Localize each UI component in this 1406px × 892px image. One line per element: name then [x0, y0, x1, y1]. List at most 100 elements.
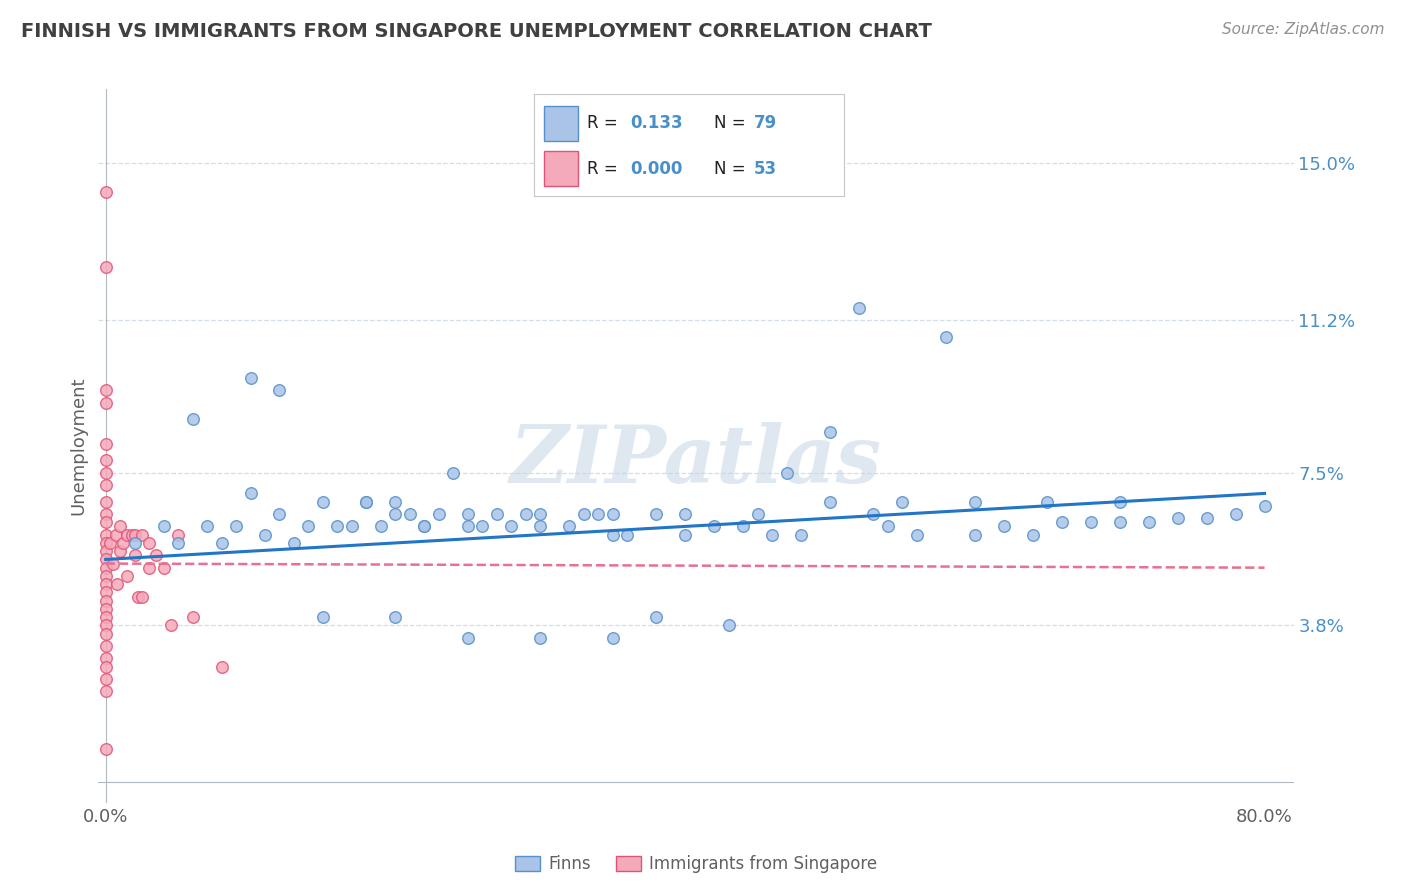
Point	[94, 672, 117, 686]
Point	[761, 527, 783, 541]
Point	[94, 742, 117, 756]
Point	[413, 519, 436, 533]
Point	[181, 610, 204, 624]
Point	[124, 527, 146, 541]
Point	[1253, 499, 1275, 513]
Point	[98, 536, 121, 550]
Point	[457, 507, 479, 521]
Point	[384, 507, 406, 521]
Point	[457, 519, 479, 533]
Point	[1108, 516, 1130, 530]
Point	[94, 684, 117, 698]
Point	[121, 527, 143, 541]
Point	[94, 507, 117, 521]
Point	[94, 478, 117, 492]
Point	[457, 631, 479, 645]
Point	[167, 536, 190, 550]
Point	[127, 590, 149, 604]
Point	[602, 507, 624, 521]
Point	[1050, 516, 1073, 530]
Point	[94, 577, 117, 591]
Y-axis label: Unemployment: Unemployment	[69, 376, 87, 516]
Point	[673, 507, 696, 521]
Point	[94, 602, 117, 616]
Point	[124, 536, 146, 550]
Point	[94, 593, 117, 607]
Point	[269, 384, 291, 398]
Point	[211, 536, 233, 550]
Point	[905, 527, 928, 541]
Point	[94, 466, 117, 480]
Point	[1167, 511, 1189, 525]
Point	[515, 507, 537, 521]
Point	[94, 494, 117, 508]
Point	[152, 519, 174, 533]
Point	[1036, 494, 1059, 508]
Point	[572, 507, 595, 521]
Point	[312, 610, 335, 624]
Point	[384, 494, 406, 508]
Point	[862, 507, 884, 521]
FancyBboxPatch shape	[544, 151, 578, 186]
Point	[529, 519, 551, 533]
Point	[94, 544, 117, 558]
Point	[529, 507, 551, 521]
Point	[717, 618, 740, 632]
Point	[94, 659, 117, 673]
Point	[326, 519, 349, 533]
Point	[616, 527, 638, 541]
Point	[253, 527, 276, 541]
Text: FINNISH VS IMMIGRANTS FROM SINGAPORE UNEMPLOYMENT CORRELATION CHART: FINNISH VS IMMIGRANTS FROM SINGAPORE UNE…	[21, 22, 932, 41]
Point	[152, 560, 174, 574]
Point	[94, 585, 117, 599]
Point	[485, 507, 508, 521]
Point	[160, 618, 183, 632]
Point	[963, 494, 986, 508]
Point	[356, 494, 378, 508]
Point	[818, 425, 841, 439]
Point	[94, 384, 117, 398]
Point	[94, 536, 117, 550]
Point	[1108, 494, 1130, 508]
Point	[312, 494, 335, 508]
Point	[269, 507, 291, 521]
Text: N =: N =	[714, 160, 751, 178]
Point	[108, 544, 131, 558]
Point	[1225, 507, 1247, 521]
FancyBboxPatch shape	[544, 106, 578, 141]
Point	[340, 519, 363, 533]
Point	[94, 186, 117, 200]
Point	[94, 651, 117, 665]
Point	[645, 610, 668, 624]
Point	[501, 519, 523, 533]
Point	[384, 610, 406, 624]
Point	[239, 371, 262, 385]
Point	[104, 527, 127, 541]
Text: Source: ZipAtlas.com: Source: ZipAtlas.com	[1222, 22, 1385, 37]
Point	[586, 507, 609, 521]
Point	[94, 618, 117, 632]
Point	[1022, 527, 1045, 541]
Point	[211, 659, 233, 673]
Point	[94, 437, 117, 451]
Point	[131, 527, 153, 541]
Text: R =: R =	[586, 160, 623, 178]
Point	[703, 519, 725, 533]
Point	[731, 519, 754, 533]
Point	[145, 549, 167, 563]
Point	[645, 507, 668, 521]
Text: N =: N =	[714, 114, 751, 132]
Point	[94, 453, 117, 467]
Point	[124, 549, 146, 563]
Point	[471, 519, 494, 533]
Point	[673, 527, 696, 541]
Point	[297, 519, 319, 533]
Point	[94, 560, 117, 574]
Point	[101, 557, 124, 571]
Point	[963, 527, 986, 541]
Point	[747, 507, 769, 521]
Point	[1080, 516, 1102, 530]
Point	[356, 494, 378, 508]
Point	[181, 412, 204, 426]
Point	[602, 527, 624, 541]
